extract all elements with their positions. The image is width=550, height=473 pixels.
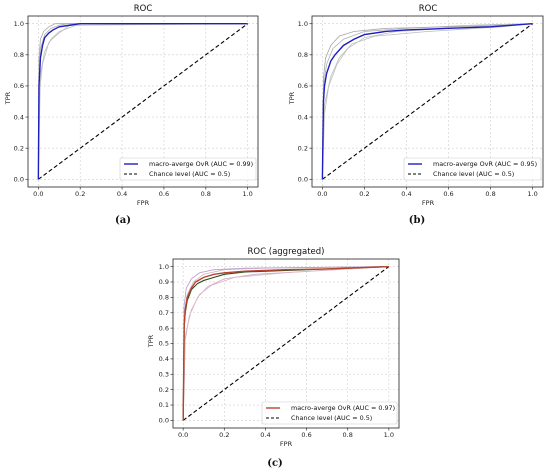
panel-caption: (c) <box>267 458 283 469</box>
legend-box <box>403 157 542 181</box>
x-tick-label: 0.0 <box>33 190 43 198</box>
y-tick-label: 0.4 <box>159 355 169 363</box>
class-roc-curve <box>321 23 533 180</box>
y-tick-label: 0.2 <box>159 386 169 394</box>
plot-frame <box>172 258 400 429</box>
x-tick-label: 0.2 <box>219 431 229 439</box>
plot-area: 0.0 0.2 0.4 0.6 0.8 1.0 0.0 0.1 0.2 0.3 0.4 0.5 0.6 0… <box>159 258 400 439</box>
x-tick-label: 0.4 <box>260 431 270 439</box>
legend-label-macro: macro-averge OvR (AUC = 0.97) <box>291 404 395 412</box>
x-tick-label: 1.0 <box>384 431 394 439</box>
x-tick-label: 1.0 <box>527 190 537 198</box>
x-axis-label: FPR <box>422 199 435 207</box>
y-tick-label: 0.2 <box>298 144 308 152</box>
y-axis-label: TPR <box>147 334 155 348</box>
x-tick-label: 1.0 <box>242 190 252 198</box>
y-tick-label: 0.6 <box>14 82 24 90</box>
y-tick-label: 1.0 <box>159 263 169 271</box>
legend-label-chance: Chance level (AUC = 0.5) <box>291 414 372 422</box>
x-tick-label: 0.4 <box>401 190 411 198</box>
plot-area: 0.0 0.2 0.4 0.6 0.8 1.0 0.0 0.2 0.4 0.6 0.8 1.0 <box>298 15 544 198</box>
y-axis-label: TPR <box>288 91 296 105</box>
class-roc-curve <box>321 23 533 180</box>
class-roc-curve <box>321 23 533 180</box>
chance-level-line <box>182 266 390 421</box>
y-tick-label: 0.0 <box>14 176 24 184</box>
class-roc-curve <box>37 23 248 180</box>
y-tick-label: 0.8 <box>14 51 24 59</box>
chart-title: ROC <box>419 4 438 14</box>
roc-chart-a: 0.0 0.2 0.4 0.6 0.8 1.0 0.0 0.2 0.4 0.6 0.8 1.0 ROC… <box>4 4 259 226</box>
y-tick-label: 0.5 <box>159 340 169 348</box>
x-tick-label: 0.8 <box>343 431 353 439</box>
macro-average-roc-curve <box>321 22 533 180</box>
legend-label-macro: macro-averge OvR (AUC = 0.99) <box>149 160 253 168</box>
y-tick-label: 1.0 <box>14 20 24 28</box>
x-tick-label: 0.8 <box>485 190 495 198</box>
chart-title: ROC (aggregated) <box>248 247 325 257</box>
x-tick-label: 0.4 <box>117 190 127 198</box>
panel-caption: (b) <box>409 215 425 226</box>
plot-frame <box>27 15 259 188</box>
y-axis-label: TPR <box>4 91 12 105</box>
roc-chart-b: 0.0 0.2 0.4 0.6 0.8 1.0 0.0 0.2 0.4 0.6 0.8 1.0 ROC… <box>288 4 544 226</box>
x-axis-label: FPR <box>280 440 293 448</box>
y-tick-label: 0.4 <box>14 113 24 121</box>
legend-box <box>261 401 398 425</box>
y-tick-label: 0.6 <box>298 82 308 90</box>
y-tick-label: 0.7 <box>159 309 169 317</box>
chance-level-line <box>38 23 248 180</box>
y-tick-label: 0.4 <box>298 113 308 121</box>
plot-frame <box>311 15 544 188</box>
legend-box <box>119 157 257 181</box>
class-roc-curve <box>37 23 248 180</box>
x-tick-label: 0.0 <box>317 190 327 198</box>
panel-caption: (a) <box>115 215 131 226</box>
class-roc-curve <box>182 266 389 421</box>
class-roc-curve <box>182 266 389 421</box>
y-tick-label: 0.0 <box>298 176 308 184</box>
x-tick-label: 0.8 <box>201 190 211 198</box>
x-axis-label: FPR <box>137 199 150 207</box>
y-tick-label: 0.2 <box>14 144 24 152</box>
y-tick-label: 0.3 <box>159 370 169 378</box>
x-tick-label: 0.6 <box>159 190 169 198</box>
y-tick-label: 0.1 <box>159 401 169 409</box>
y-tick-label: 0.8 <box>298 51 308 59</box>
y-tick-label: 1.0 <box>298 20 308 28</box>
x-tick-label: 0.0 <box>178 431 188 439</box>
legend-label-chance: Chance level (AUC = 0.5) <box>149 170 230 178</box>
x-tick-label: 0.6 <box>301 431 311 439</box>
x-tick-label: 0.2 <box>359 190 369 198</box>
y-tick-label: 0.8 <box>159 294 169 302</box>
x-tick-label: 0.2 <box>75 190 85 198</box>
y-tick-label: 0.6 <box>159 324 169 332</box>
macro-average-roc-curve <box>182 265 389 421</box>
chance-level-line <box>322 23 533 180</box>
plot-area: 0.0 0.2 0.4 0.6 0.8 1.0 0.0 0.2 0.4 0.6 0.8 1.0 <box>14 15 259 198</box>
y-tick-label: 0.0 <box>159 417 169 425</box>
y-tick-label: 0.9 <box>159 278 169 286</box>
legend-label-macro: macro-averge OvR (AUC = 0.95) <box>433 160 537 168</box>
roc-chart-c: 0.0 0.2 0.4 0.6 0.8 1.0 0.0 0.1 0.2 0.3 0.4 0.5 0.6 0… <box>147 247 400 469</box>
chart-title: ROC <box>134 4 153 14</box>
macro-average-roc-curve <box>37 22 248 180</box>
x-tick-label: 0.6 <box>443 190 453 198</box>
legend-label-chance: Chance level (AUC = 0.5) <box>433 170 514 178</box>
